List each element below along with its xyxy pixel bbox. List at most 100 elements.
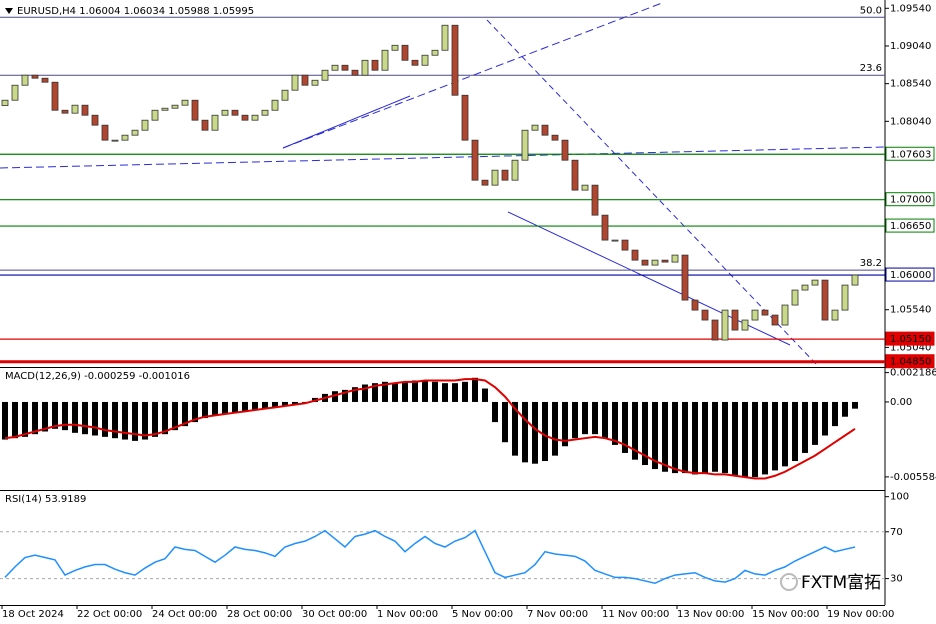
watermark: FXTM富拓 [801, 573, 881, 593]
y-tick-label: 1.09040 [890, 41, 931, 52]
macd-bar [212, 401, 218, 416]
macd-bar [512, 401, 518, 456]
candle [761, 309, 769, 316]
candle [141, 119, 149, 131]
candle [391, 44, 399, 51]
candle [681, 254, 689, 301]
candle [491, 169, 499, 186]
macd-bar [562, 401, 568, 447]
candle [161, 107, 169, 111]
candle [581, 184, 589, 191]
plot-layer: 50.0 23.6 38.2 [0, 5, 885, 585]
candle [781, 304, 789, 326]
fib-label: 23.6 [860, 63, 882, 74]
candle [521, 129, 529, 161]
macd-bar [632, 401, 638, 460]
macd-bar [612, 401, 618, 445]
candle [621, 239, 629, 251]
macd-bar [52, 401, 58, 429]
macd-bar [452, 383, 458, 402]
macd-bar [582, 401, 588, 435]
macd-bar [742, 401, 748, 478]
candle [551, 134, 559, 141]
level-label: 1.06000 [890, 270, 931, 281]
candle [711, 319, 719, 341]
candle [441, 24, 449, 51]
macd-bar [202, 401, 208, 419]
candle [631, 249, 639, 261]
candle [721, 309, 729, 341]
macd-bar [142, 401, 148, 440]
y-tick-label: 1.08040 [890, 116, 931, 127]
macd-bar [302, 401, 308, 403]
candle [471, 139, 479, 181]
x-tick-label: 24 Oct 00:00 [152, 609, 217, 620]
x-tick-label: 5 Nov 00:00 [452, 609, 513, 620]
y-tick-label: 1.08540 [890, 79, 931, 90]
trend-line [282, 95, 411, 149]
trend-line [282, 2, 663, 149]
candle [181, 99, 189, 106]
candle [241, 114, 249, 121]
level-label: 1.05150 [890, 334, 931, 345]
candle [741, 319, 749, 331]
candle [171, 104, 179, 109]
level-box [885, 218, 935, 233]
macd-bar [712, 401, 718, 472]
x-tick-label: 7 Nov 00:00 [527, 609, 588, 620]
macd-bar [42, 401, 48, 432]
candle [811, 279, 819, 286]
candle [451, 24, 459, 96]
x-tick-label: 11 Nov 00:00 [602, 609, 669, 620]
macd-bar [482, 388, 488, 402]
candle [731, 309, 739, 331]
macd-bar [332, 391, 338, 402]
macd-bar [672, 401, 678, 474]
macd-bar [802, 401, 808, 453]
candle [251, 114, 259, 121]
candle [1, 99, 9, 106]
candle [71, 104, 79, 114]
macd-bar [782, 401, 788, 467]
macd-bar [82, 401, 88, 435]
macd-bar [532, 401, 538, 464]
candle [51, 81, 59, 111]
macd-bar [102, 401, 108, 437]
macd-bar [642, 401, 648, 466]
candle [691, 299, 699, 311]
level-box [885, 331, 935, 346]
x-tick-label: 19 Nov 00:00 [827, 609, 894, 620]
candle [401, 44, 409, 61]
macd-bar [462, 381, 468, 402]
macd-bar [552, 401, 558, 456]
level-box [885, 267, 935, 282]
macd-bar [502, 401, 508, 443]
macd-bar [602, 401, 608, 439]
y-tick-label: 1.09540 [890, 3, 931, 14]
level-box [885, 146, 935, 161]
x-tick-label: 30 Oct 00:00 [302, 609, 367, 620]
candle [301, 74, 309, 86]
candle [11, 84, 19, 101]
candle [701, 309, 709, 321]
candle [231, 109, 239, 116]
candle [91, 114, 99, 126]
fib-label: 38.2 [860, 258, 882, 269]
candle [461, 94, 469, 141]
candle [41, 77, 49, 83]
candle [481, 179, 489, 186]
candle [771, 314, 779, 326]
candle [341, 64, 349, 71]
candle [841, 284, 849, 311]
level-box [885, 192, 935, 207]
macd-bar [472, 377, 478, 402]
signal-line [4, 378, 856, 480]
macd-bar [72, 401, 78, 433]
y-tick-label: 0.002186 [890, 368, 936, 379]
candle [131, 129, 139, 136]
macd-bar [732, 401, 738, 476]
candle [531, 124, 539, 131]
candle [291, 74, 299, 91]
candle [611, 239, 619, 242]
candle [641, 259, 649, 266]
